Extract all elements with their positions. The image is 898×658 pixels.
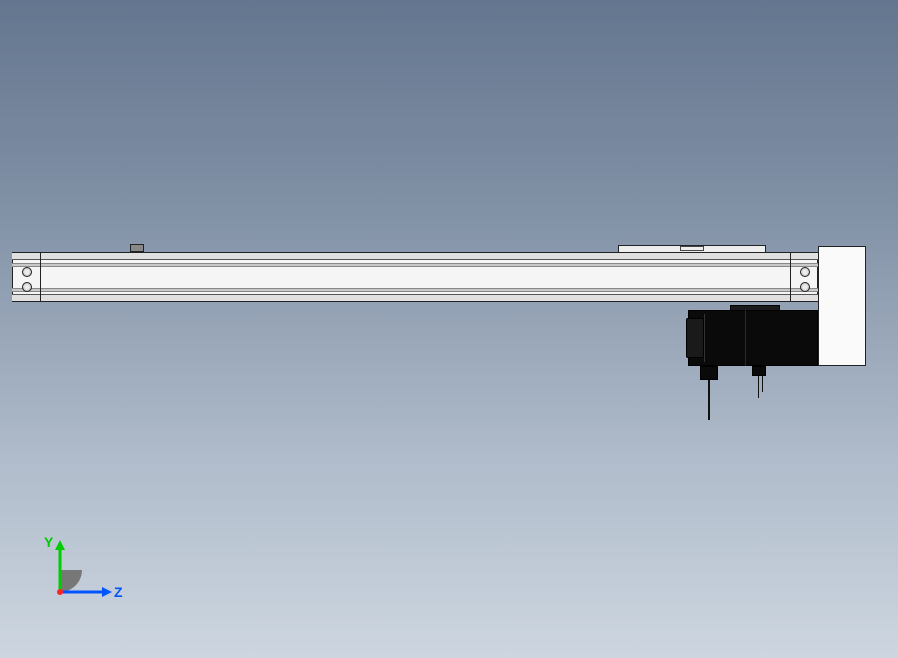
end-block [818,246,866,366]
screw-hole [800,267,810,277]
motor-body [688,310,818,366]
rail-top-strip [12,252,818,260]
motor-lead-2 [758,376,759,398]
motor-cap-left [686,318,704,358]
motor-joint-2 [745,310,746,366]
z-axis-label: Z [114,584,123,600]
rail-bottom-strip [12,294,818,302]
y-axis-label: Y [44,534,53,550]
screw-hole [22,267,32,277]
carriage-detail [680,246,704,251]
cad-viewport[interactable]: Y Z [0,0,898,658]
motor-lead-1 [708,380,710,420]
screw-hole [800,282,810,292]
rail-right-cap-line [790,252,791,302]
x-axis-icon [57,589,63,595]
rail-left-cap-line [40,252,41,302]
motor-connector-2 [752,366,766,376]
motor-joint [704,314,705,362]
rail-groove-upper [12,263,818,267]
motor-step [730,305,780,311]
z-axis-icon [60,586,112,598]
motor-connector [700,366,718,380]
rail-groove-lower [12,288,818,292]
screw-hole [22,282,32,292]
motor-lead-2b [762,376,763,392]
top-tab [130,244,144,252]
y-axis-icon [54,540,66,592]
